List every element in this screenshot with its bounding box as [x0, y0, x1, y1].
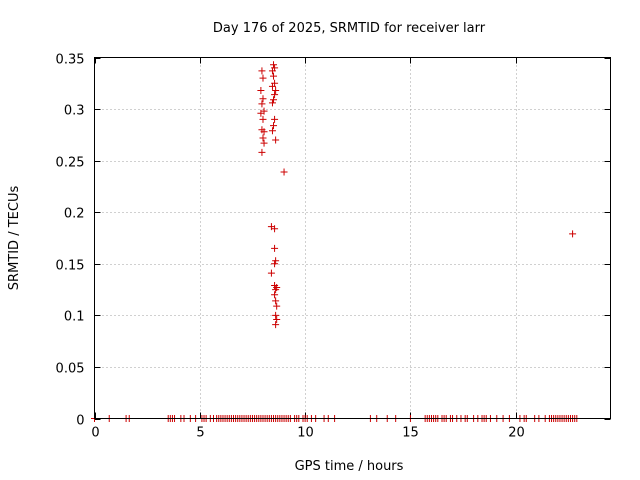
data-point: [271, 244, 279, 252]
data-point: [258, 148, 266, 156]
data-point: [280, 168, 288, 176]
data-point: [257, 87, 265, 95]
data-point: [260, 139, 268, 147]
chart-title: Day 176 of 2025, SRMTID for receiver lar…: [213, 21, 486, 36]
data-point: [259, 134, 267, 142]
data-point: [271, 91, 279, 99]
data-point: [268, 127, 276, 135]
data-point: [259, 115, 267, 123]
y-tick-label: 0.25: [56, 156, 85, 171]
x-axis-label: GPS time / hours: [295, 459, 404, 474]
data-point: [270, 72, 278, 80]
data-point: [270, 122, 278, 130]
data-point: [273, 302, 281, 310]
data-point: [271, 225, 279, 233]
y-tick-labels: 0 0.05 0.1 0.15 0.2 0.25 0.3 0.35: [56, 53, 85, 429]
y-tick-label: 0: [76, 414, 84, 429]
y-axis-label: SRMTID / TECUs: [7, 186, 22, 291]
data-point: [258, 67, 266, 75]
y-tick-label: 0.3: [64, 104, 85, 119]
data-point: [268, 99, 276, 107]
grid: [94, 57, 611, 419]
data-point: [272, 257, 280, 265]
y-tick-label: 0.2: [64, 207, 85, 222]
data-point: [272, 321, 280, 329]
data-point: [272, 136, 280, 144]
x-tick-label: 10: [297, 426, 314, 441]
x-tick-labels: 0 5 10 15 20: [91, 426, 524, 441]
data-point: [271, 260, 279, 268]
data-point: [273, 315, 281, 323]
y-tick-label: 0.15: [56, 259, 85, 274]
data-point: [271, 115, 279, 123]
data-point: [272, 87, 280, 95]
axis-ticks: [94, 57, 611, 420]
x-tick-label: 5: [196, 426, 204, 441]
plot-frame: [94, 57, 611, 419]
data-point: [259, 74, 267, 82]
x-tick-label: 15: [402, 426, 419, 441]
data-point: [271, 291, 279, 299]
x-tick-label: 0: [91, 426, 99, 441]
data-point: [270, 61, 278, 69]
x-tick-label: 20: [508, 426, 525, 441]
data-point: [260, 128, 268, 136]
data-point: [267, 269, 275, 277]
data-point: [258, 100, 266, 108]
y-tick-label: 0.05: [56, 362, 85, 377]
data-point: [270, 96, 278, 104]
data-point: [268, 67, 276, 75]
data-point: [569, 230, 577, 238]
y-tick-label: 0.1: [64, 310, 85, 325]
data-point: [272, 311, 280, 319]
data-point: [272, 286, 280, 294]
y-tick-label: 0.35: [56, 53, 85, 68]
data-point: [257, 109, 265, 117]
data-point: [272, 297, 280, 305]
data-point: [268, 82, 276, 90]
data-point: [259, 95, 267, 103]
